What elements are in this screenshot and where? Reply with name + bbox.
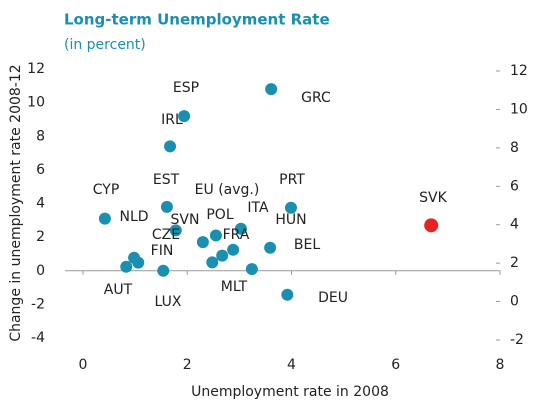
point-label: FRA: [223, 227, 250, 243]
y2-tick-label: 8: [510, 140, 519, 156]
y2-tick-label: 10: [510, 101, 528, 117]
point-label: GRC: [301, 90, 331, 106]
point: [206, 256, 219, 269]
y2-tick-label: 6: [510, 178, 519, 194]
point: [284, 201, 297, 214]
y2-tick-label: 2: [510, 255, 519, 271]
point-label: PRT: [279, 172, 305, 188]
chart-title: Long-term Unemployment Rate: [64, 11, 330, 29]
point-label: EU (avg.): [195, 182, 260, 198]
point-label: BEL: [294, 237, 320, 253]
y2-tick-label: -2: [510, 332, 524, 348]
y-tick-label: 2: [36, 229, 45, 245]
y-tick-label: -2: [31, 296, 45, 312]
x-tick-label: 2: [183, 357, 192, 373]
point-label: EST: [153, 172, 180, 188]
point: [164, 140, 177, 153]
x-tick-label: 6: [391, 357, 400, 373]
point: [227, 243, 240, 256]
point-label: IRL: [161, 112, 183, 128]
x-axis-title: Unemployment rate in 2008: [191, 384, 389, 400]
y2-tick-label: 4: [510, 217, 519, 233]
point: [196, 236, 209, 249]
point-label: CYP: [93, 182, 120, 198]
point-label: NLD: [119, 209, 148, 225]
y-tick-label: 10: [27, 95, 45, 111]
y-axis-title: Change in unemployment rate 2008-12: [8, 64, 24, 341]
point-label: CZE: [152, 227, 180, 243]
point-label: LUX: [155, 294, 182, 310]
point-label: FIN: [151, 243, 174, 259]
x-tick-label: 0: [79, 357, 88, 373]
x-tick-label: 8: [496, 357, 505, 373]
y-tick-label: 4: [36, 196, 45, 212]
point: [157, 264, 170, 277]
x-tick-label: 4: [287, 357, 296, 373]
y2-tick-label: 0: [510, 294, 519, 310]
point: [234, 222, 247, 235]
point: [209, 229, 222, 242]
y2-tick-label: 12: [510, 63, 528, 79]
y-tick-label: 8: [36, 128, 45, 144]
y-tick-label: 12: [27, 61, 45, 77]
point: [265, 83, 278, 96]
point: [216, 249, 229, 262]
y-tick-label: -4: [31, 330, 45, 346]
point-label: HUN: [275, 212, 306, 228]
point-label: ESP: [173, 80, 199, 96]
point-label: POL: [206, 207, 233, 223]
point-label: AUT: [104, 282, 133, 298]
point: [245, 263, 258, 276]
y-tick-label: 0: [36, 263, 45, 279]
point-label: SVK: [419, 190, 447, 206]
point: [264, 241, 277, 254]
y-tick-label: 6: [36, 162, 45, 178]
point: [98, 212, 111, 225]
point-label: MLT: [221, 279, 248, 295]
point: [169, 224, 182, 237]
point: [160, 200, 173, 213]
point-label: ITA: [247, 200, 269, 216]
point: [424, 218, 439, 233]
point-label: DEU: [318, 290, 348, 306]
point: [281, 288, 294, 301]
point: [132, 256, 145, 269]
point: [178, 110, 191, 123]
point-label: SVN: [171, 212, 200, 228]
point: [120, 260, 133, 273]
chart-subtitle: (in percent): [64, 37, 146, 53]
